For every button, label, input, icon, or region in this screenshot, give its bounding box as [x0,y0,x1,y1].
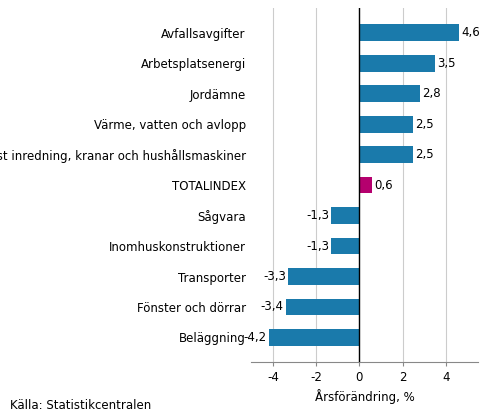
Text: -1,3: -1,3 [306,209,329,222]
Text: -3,3: -3,3 [263,270,286,283]
Text: Källa: Statistikcentralen: Källa: Statistikcentralen [10,399,151,412]
Bar [359,116,414,133]
Bar [331,207,359,224]
Text: 2,5: 2,5 [416,118,434,131]
Bar [288,268,359,285]
Text: -4,2: -4,2 [244,331,267,344]
Bar [359,55,435,72]
Bar [359,146,414,163]
X-axis label: Årsförändring, %: Årsförändring, % [315,389,415,404]
Bar [286,299,359,315]
Text: 3,5: 3,5 [437,57,456,70]
Text: 0,6: 0,6 [375,178,393,192]
Bar [359,25,459,41]
Bar [331,238,359,255]
Text: -1,3: -1,3 [306,240,329,253]
Bar [359,85,420,102]
Bar [269,329,359,346]
Text: -3,4: -3,4 [261,300,284,314]
Bar [359,177,372,193]
Text: 2,8: 2,8 [422,87,441,100]
Text: 4,6: 4,6 [461,26,480,39]
Text: 2,5: 2,5 [416,148,434,161]
